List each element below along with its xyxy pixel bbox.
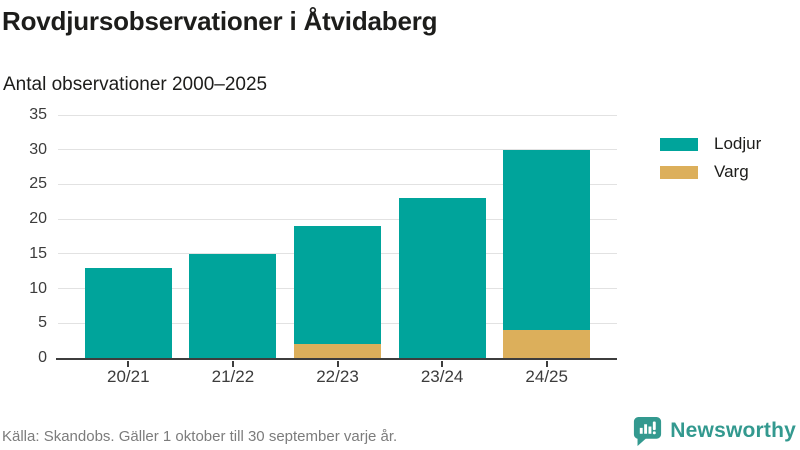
chart-title: Rovdjursobservationer i Åtvidaberg xyxy=(2,6,438,36)
y-tick-label: 35 xyxy=(29,106,47,123)
y-tick-label: 30 xyxy=(29,140,47,158)
source-note: Källa: Skandobs. Gäller 1 oktober till 3… xyxy=(2,428,398,445)
x-tick-label: 24/25 xyxy=(525,367,568,386)
legend-item-varg: Varg xyxy=(660,162,761,181)
x-axis-tick xyxy=(231,361,234,367)
bar-22-23 xyxy=(294,115,381,358)
x-axis-tick xyxy=(545,361,548,367)
lodjur-swatch-icon xyxy=(660,137,698,151)
brand-name: Newsworthy xyxy=(670,419,796,442)
bar-segment-varg xyxy=(294,344,381,358)
legend: Lodjur Varg xyxy=(660,134,762,192)
bar-segment-lodjur xyxy=(294,226,381,345)
y-tick-label: 5 xyxy=(38,314,47,332)
gridline xyxy=(58,149,617,151)
bar-segment-lodjur xyxy=(398,198,486,358)
bar-segment-lodjur xyxy=(503,149,591,331)
x-tick-label: 23/24 xyxy=(420,367,464,386)
plot-area xyxy=(56,114,617,367)
x-axis-tick xyxy=(441,361,444,367)
y-tick-label: 25 xyxy=(29,175,47,193)
bar-23-24 xyxy=(398,115,486,358)
gridline xyxy=(58,114,617,116)
bar-20-21 xyxy=(84,115,172,358)
varg-swatch-icon xyxy=(660,165,698,179)
bar-21-22 xyxy=(189,115,277,358)
legend-label: Varg xyxy=(714,162,749,181)
y-tick-label: 20 xyxy=(29,210,47,228)
x-axis-labels: 20/21 21/22 22/23 23/24 24/25 xyxy=(58,367,617,389)
legend-label: Lodjur xyxy=(714,134,762,153)
legend-item-lodjur: Lodjur xyxy=(660,134,762,153)
x-axis-tick xyxy=(336,361,339,367)
x-tick-label: 21/22 xyxy=(211,367,255,386)
newsworthy-logo: Newsworthy xyxy=(633,414,796,448)
x-axis-tick xyxy=(127,361,130,367)
x-axis-line xyxy=(56,358,617,360)
gridline xyxy=(58,218,617,220)
bar-segment-varg xyxy=(503,330,591,358)
y-tick-label: 15 xyxy=(29,244,47,262)
y-tick-label: 10 xyxy=(29,279,47,297)
newsworthy-bubble-chart-icon xyxy=(634,416,662,446)
bar-24-25 xyxy=(503,115,591,358)
bar-segment-lodjur xyxy=(84,267,172,358)
gridline xyxy=(58,183,617,185)
chart-subtitle: Antal observationer 2000–2025 xyxy=(3,74,268,95)
x-tick-label: 20/21 xyxy=(107,367,150,386)
x-tick-label: 22/23 xyxy=(316,367,359,386)
y-axis-labels: 0 5 10 15 20 25 30 35 xyxy=(0,106,47,366)
bar-segment-lodjur xyxy=(189,253,277,358)
y-tick-label: 0 xyxy=(38,349,47,366)
